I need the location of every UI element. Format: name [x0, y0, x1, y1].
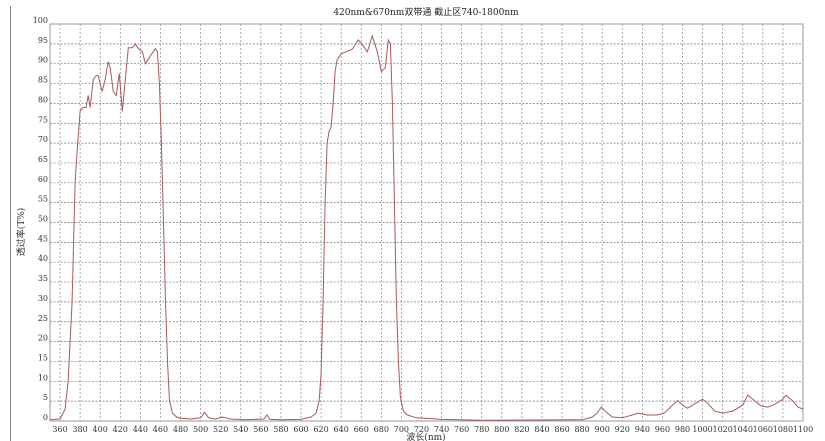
x-tick-labels: 360 380 400 420 440 460 480 500 520 540 560 580 600 6… [52, 425, 813, 434]
y-tick-label: 45 [38, 234, 48, 243]
x-tick-label: 780 [474, 425, 489, 434]
x-tick-label: 1020 [713, 425, 733, 434]
y-tick-label: 10 [38, 373, 48, 382]
y-tick-label: 5 [43, 393, 48, 402]
x-tick-label: 600 [293, 425, 308, 434]
y-tick-label: 80 [38, 95, 48, 104]
window-border [10, 6, 11, 441]
x-tick-label: 720 [414, 425, 429, 434]
y-tick-label: 85 [38, 76, 48, 85]
x-tick-label: 1100 [793, 425, 813, 434]
x-tick-label: 920 [615, 425, 630, 434]
y-tick-label: 70 [38, 135, 48, 144]
x-tick-label: 760 [454, 425, 469, 434]
x-tick-label: 1000 [692, 425, 712, 434]
x-axis-label: 波长(nm) [406, 431, 445, 441]
y-tick-label: 50 [38, 215, 48, 224]
y-tick-label: 65 [38, 155, 48, 164]
x-tick-label: 860 [554, 425, 569, 434]
y-tick-label: 15 [38, 353, 48, 362]
y-tick-label: 30 [38, 294, 48, 303]
x-tick-label: 660 [354, 425, 369, 434]
x-tick-label: 880 [574, 425, 589, 434]
y-tick-label: 60 [38, 175, 48, 184]
x-tick-label: 840 [534, 425, 549, 434]
x-tick-label: 360 [52, 425, 67, 434]
x-tick-label: 980 [675, 425, 690, 434]
x-tick-label: 1060 [753, 425, 773, 434]
x-tick-label: 940 [635, 425, 650, 434]
x-tick-label: 1080 [773, 425, 793, 434]
x-tick-label: 960 [655, 425, 670, 434]
x-tick-label: 620 [313, 425, 328, 434]
y-tick-label: 55 [38, 195, 48, 204]
x-tick-label: 740 [434, 425, 449, 434]
x-tick-label: 460 [153, 425, 168, 434]
x-tick-label: 420 [113, 425, 128, 434]
plot-frame [49, 23, 804, 422]
x-tick-label: 640 [334, 425, 349, 434]
x-tick-label: 500 [193, 425, 208, 434]
x-tick-label: 820 [514, 425, 529, 434]
y-axis-label: 透过率(T%) [15, 208, 27, 257]
y-tick-label: 75 [38, 115, 48, 124]
y-tick-label: 20 [38, 334, 48, 343]
x-tick-label: 680 [374, 425, 389, 434]
y-tick-label: 25 [38, 314, 48, 323]
y-tick-label: 90 [38, 56, 48, 65]
grid [50, 24, 803, 421]
y-tick-label: 100 [33, 16, 48, 25]
chart-title: 420nm&670nm双带通 截止区740-1800nm [333, 6, 519, 18]
transmission-curve [49, 34, 804, 421]
x-tick-label: 800 [494, 425, 509, 434]
y-tick-label: 0 [43, 413, 48, 422]
y-tick-label: 95 [38, 36, 48, 45]
y-tick-labels: 0 5 10 15 20 25 30 35 40 45 50 55 60 65 70 75 80 85 90 95 10… [33, 16, 48, 422]
y-tick-label: 35 [38, 274, 48, 283]
x-tick-label: 560 [253, 425, 268, 434]
x-tick-label: 540 [233, 425, 248, 434]
x-tick-label: 480 [173, 425, 188, 434]
x-tick-label: 400 [93, 425, 108, 434]
x-tick-label: 700 [394, 425, 409, 434]
x-tick-label: 440 [133, 425, 148, 434]
x-tick-label: 1040 [733, 425, 753, 434]
x-tick-label: 580 [273, 425, 288, 434]
x-tick-label: 380 [72, 425, 87, 434]
x-tick-label: 900 [595, 425, 610, 434]
x-tick-label: 520 [213, 425, 228, 434]
y-tick-label: 40 [38, 254, 48, 263]
